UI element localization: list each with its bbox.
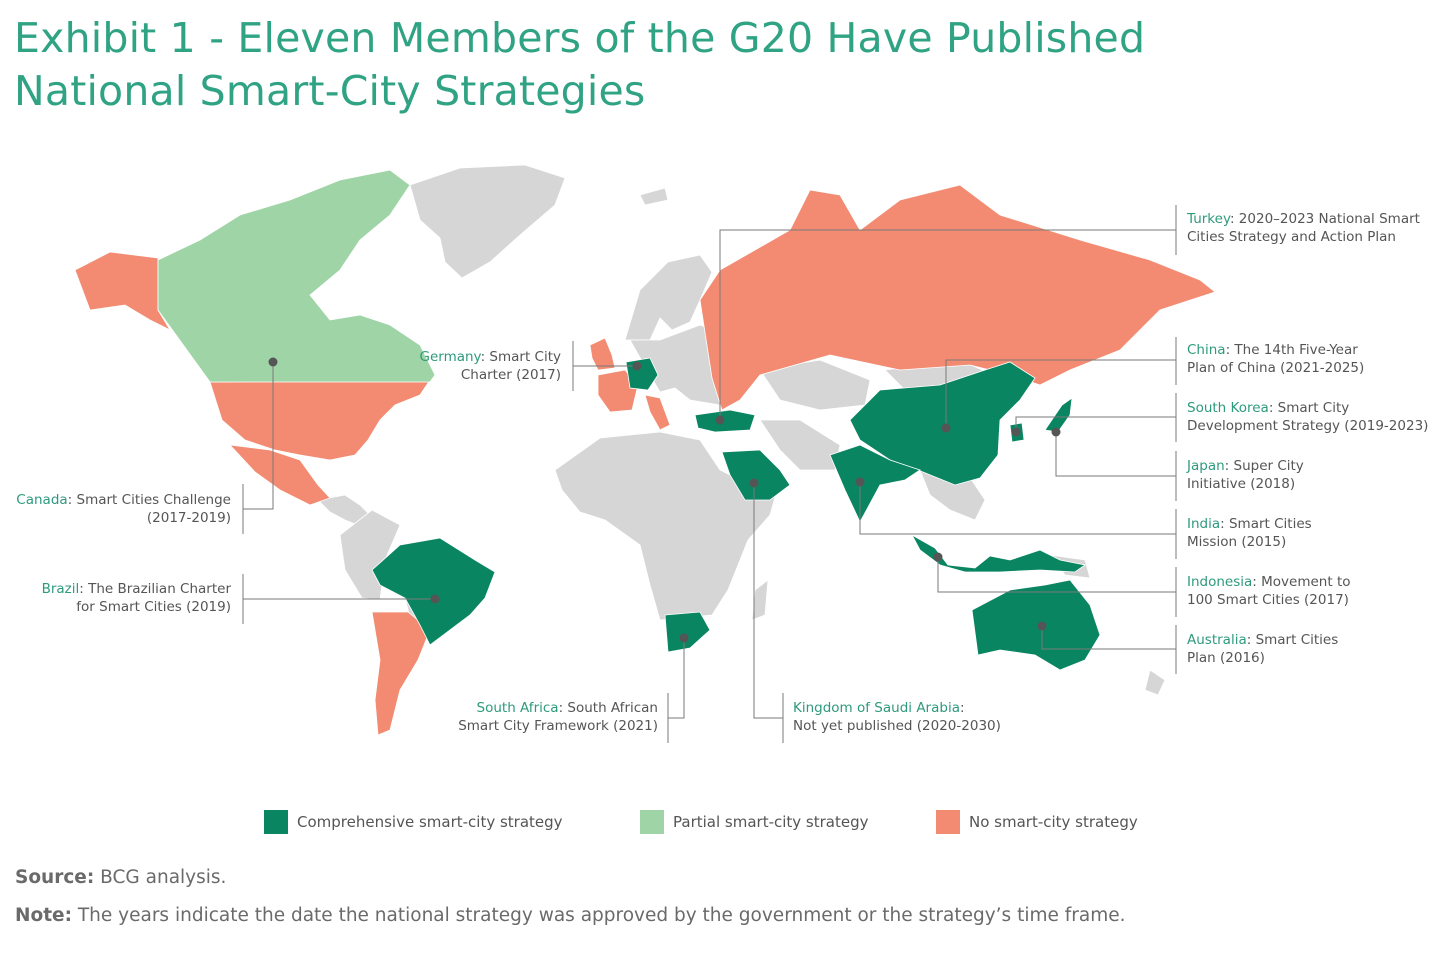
callout-china: China: The 14th Five-Year Plan of China (… (1187, 342, 1365, 376)
marker-turkey (715, 415, 725, 425)
note-label: Note: (15, 905, 72, 926)
africa (554, 431, 781, 621)
marker-india (855, 477, 865, 487)
canada (157, 169, 436, 383)
world-map (74, 164, 1216, 743)
south-africa (664, 611, 711, 653)
callout-australia: Australia: Smart Cities Plan (2016) (1187, 632, 1339, 666)
uk (589, 337, 616, 371)
greenland (409, 164, 566, 279)
source-line: Source: BCG analysis. (15, 867, 226, 888)
japan (1044, 397, 1073, 433)
usa (209, 379, 431, 461)
saudi-arabia (721, 449, 791, 501)
new-zealand (1144, 669, 1166, 696)
marker-canada (268, 357, 278, 367)
callout-brazil: Brazil: The Brazilian Charter for Smart C… (41, 581, 231, 615)
legend-swatch-none (936, 810, 960, 834)
russia (699, 184, 1216, 411)
france (597, 369, 639, 413)
legend-swatch-comprehensive (264, 810, 288, 834)
madagascar (751, 579, 769, 621)
india (829, 444, 921, 523)
legend-label-none: No smart-city strategy (969, 813, 1138, 831)
legend-partial: Partial smart-city strategy (640, 810, 869, 834)
argentina (371, 611, 431, 736)
mexico (228, 444, 331, 506)
note-text: The years indicate the date the national… (77, 905, 1126, 926)
legend-none: No smart-city strategy (936, 810, 1138, 834)
callout-south-africa: South Africa: South African Smart City Fr… (458, 700, 658, 734)
source-label: Source: (15, 867, 95, 888)
marker-brazil (430, 594, 440, 604)
callout-india: India: Smart Cities Mission (2015) (1187, 516, 1312, 550)
legend-swatch-partial (640, 810, 664, 834)
indonesia (911, 533, 1086, 573)
callout-south-korea: South Korea: Smart City Development Strat… (1187, 400, 1429, 434)
legend-label-comprehensive: Comprehensive smart-city strategy (297, 813, 563, 831)
callout-japan: Japan: Super City Initiative (2018) (1187, 458, 1304, 492)
marker-germany (632, 361, 642, 371)
middle-east (759, 419, 841, 471)
note-line: Note: The years indicate the date the na… (15, 905, 1125, 926)
callout-indonesia: Indonesia: Movement to 100 Smart Cities (… (1187, 574, 1351, 608)
callout-canada: Canada: Smart Cities Challenge (2017-2019… (16, 492, 231, 526)
legend-label-partial: Partial smart-city strategy (673, 813, 869, 831)
callout-saudi-arabia: Kingdom of Saudi Arabia: Not yet publish… (793, 700, 1001, 734)
callout-turkey: Turkey: 2020–2023 National Smart Cities S… (1187, 211, 1420, 245)
marker-south-korea (1011, 427, 1021, 437)
brazil (371, 537, 496, 646)
marker-indonesia (933, 552, 943, 562)
alaska (74, 251, 172, 331)
callout-germany: Germany: Smart City Charter (2017) (419, 349, 561, 383)
iceland (639, 187, 669, 206)
marker-japan (1051, 427, 1061, 437)
marker-australia (1037, 621, 1047, 631)
turkey (694, 409, 756, 433)
legend-comprehensive: Comprehensive smart-city strategy (264, 810, 563, 834)
marker-south-africa (679, 633, 689, 643)
exhibit-title: Exhibit 1 - Eleven Members of the G20 Ha… (14, 14, 1146, 115)
australia (971, 579, 1101, 671)
source-text: BCG analysis. (100, 867, 227, 888)
marker-saudi-arabia (749, 478, 759, 488)
italy (644, 394, 671, 431)
marker-china (941, 423, 951, 433)
